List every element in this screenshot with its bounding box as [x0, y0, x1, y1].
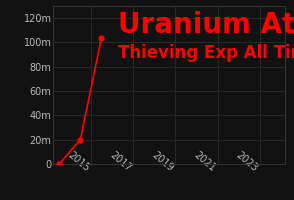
Text: Uranium Atom—: Uranium Atom— [118, 11, 294, 39]
Text: Thieving Exp All Time: Thieving Exp All Time [118, 44, 294, 62]
